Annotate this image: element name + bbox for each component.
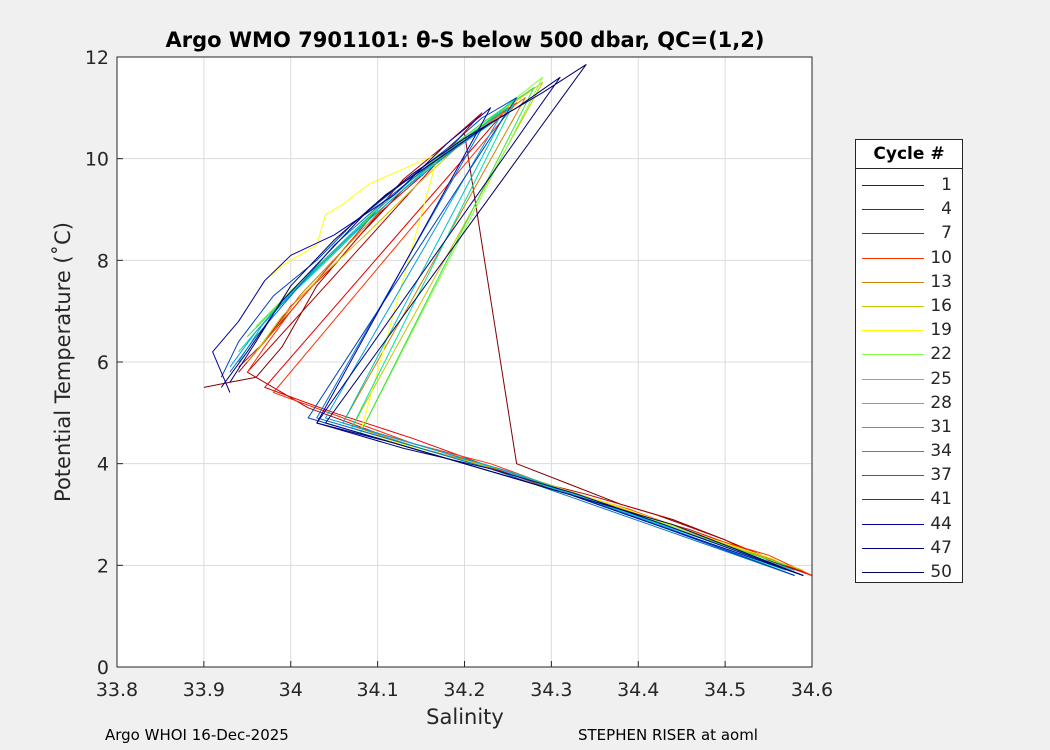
legend-entry-cycle-1: 1 xyxy=(856,173,962,197)
legend-swatch xyxy=(862,572,924,573)
x-axis-label: Salinity xyxy=(426,705,504,729)
legend-swatch xyxy=(862,499,924,501)
legend-swatch xyxy=(862,330,924,332)
legend-swatch xyxy=(862,233,924,235)
legend-entry-cycle-31: 31 xyxy=(856,415,962,439)
legend-label: 1 xyxy=(941,175,952,195)
series-line-cycle-50 xyxy=(229,64,804,576)
legend-swatch xyxy=(862,547,924,549)
y-axis-label: Potential Temperature (˚C) xyxy=(51,222,75,502)
x-tick-label: 34 xyxy=(279,679,303,701)
footer-right: STEPHEN RISER at aoml xyxy=(578,726,758,744)
legend-swatch xyxy=(862,451,924,453)
y-tick-label: 2 xyxy=(97,555,109,577)
legend-label: 34 xyxy=(930,441,952,462)
legend-entry-cycle-34: 34 xyxy=(856,439,962,463)
legend-entry-cycle-25: 25 xyxy=(856,367,962,391)
x-tick-label: 34.4 xyxy=(617,679,659,701)
x-tick-label: 33.8 xyxy=(96,679,138,701)
legend-title: Cycle # xyxy=(856,140,962,169)
legend-label: 10 xyxy=(930,247,952,268)
legend-items: 1 4 7 10 13 16 19 22 25 28 31 34 37 41 44 47 50 xyxy=(856,169,962,584)
legend-swatch xyxy=(862,475,924,477)
x-tick-label: 34.2 xyxy=(443,679,485,701)
y-tick-label: 12 xyxy=(85,47,109,69)
legend-swatch xyxy=(862,378,924,380)
series-line-cycle-19 xyxy=(264,153,778,561)
legend-swatch xyxy=(862,523,924,525)
legend-entry-cycle-44: 44 xyxy=(856,512,962,536)
legend-label: 4 xyxy=(941,199,952,220)
legend-entry-cycle-16: 16 xyxy=(856,294,962,318)
series-layer xyxy=(203,64,813,576)
legend-entry-cycle-7: 7 xyxy=(856,221,962,245)
legend-entry-cycle-41: 41 xyxy=(856,487,962,511)
legend-swatch xyxy=(862,281,924,283)
legend-entry-cycle-37: 37 xyxy=(856,463,962,487)
legend-label: 16 xyxy=(930,295,952,316)
legend-swatch xyxy=(862,402,924,404)
legend-label: 28 xyxy=(930,392,952,413)
legend-entry-cycle-47: 47 xyxy=(856,536,962,560)
legend-swatch xyxy=(862,426,924,428)
legend-label: 47 xyxy=(930,537,952,558)
y-tick-label: 6 xyxy=(97,352,109,374)
y-tick-label: 8 xyxy=(97,250,109,272)
x-tick-label: 34.3 xyxy=(530,679,572,701)
chart-title: Argo WMO 7901101: θ-S below 500 dbar, QC… xyxy=(166,28,765,52)
legend-swatch xyxy=(862,185,924,186)
legend: Cycle # 1 4 7 10 13 16 19 22 25 28 31 34 37 41 44 47 50 xyxy=(855,139,963,583)
x-tick-label: 33.9 xyxy=(183,679,225,701)
legend-label: 44 xyxy=(930,513,952,534)
series-line-cycle-13 xyxy=(246,97,804,571)
legend-label: 22 xyxy=(930,344,952,365)
legend-entry-cycle-28: 28 xyxy=(856,391,962,415)
y-axis-ticks: 0 2 4 6 8 10 12 xyxy=(85,47,123,679)
legend-label: 50 xyxy=(930,562,952,582)
footer-left: Argo WHOI 16-Dec-2025 xyxy=(105,726,289,744)
legend-entry-cycle-19: 19 xyxy=(856,318,962,342)
x-tick-label: 34.1 xyxy=(356,679,398,701)
legend-entry-cycle-10: 10 xyxy=(856,246,962,270)
legend-label: 41 xyxy=(930,489,952,510)
x-tick-label: 34.6 xyxy=(791,679,833,701)
x-axis-ticks: 33.8 33.9 34 34.1 34.2 34.3 34.4 34.5 34.6 xyxy=(96,661,833,701)
legend-label: 37 xyxy=(930,465,952,486)
legend-label: 7 xyxy=(941,223,952,244)
legend-swatch xyxy=(862,354,924,356)
legend-swatch xyxy=(862,209,924,211)
legend-label: 13 xyxy=(930,271,952,292)
y-tick-label: 0 xyxy=(97,657,109,679)
legend-label: 25 xyxy=(930,368,952,389)
legend-entry-cycle-13: 13 xyxy=(856,270,962,294)
legend-entry-cycle-4: 4 xyxy=(856,197,962,221)
y-tick-label: 4 xyxy=(97,454,109,476)
legend-swatch xyxy=(862,305,924,307)
legend-swatch xyxy=(862,257,924,259)
x-tick-label: 34.5 xyxy=(704,679,746,701)
y-tick-label: 10 xyxy=(85,149,109,171)
legend-entry-cycle-50: 50 xyxy=(856,560,962,584)
legend-label: 31 xyxy=(930,416,952,437)
legend-entry-cycle-22: 22 xyxy=(856,342,962,366)
legend-label: 19 xyxy=(930,320,952,341)
